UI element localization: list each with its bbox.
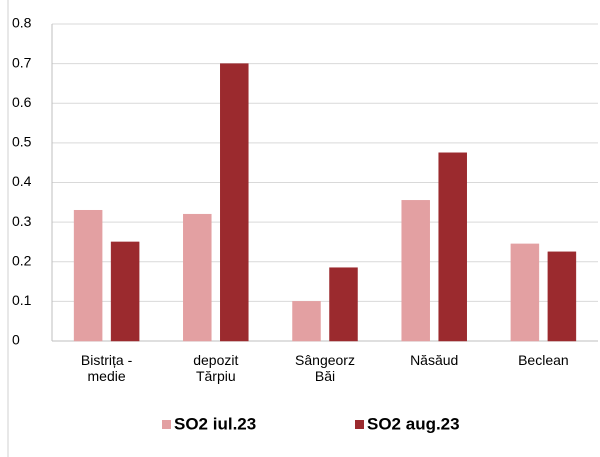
y-tick-label: 0.4 xyxy=(12,173,32,189)
bar-shade xyxy=(329,267,358,341)
y-tick-label: 0.1 xyxy=(12,292,32,308)
bar-shade xyxy=(220,63,249,341)
x-tick-line: Băi xyxy=(315,368,335,384)
y-tick-label: 0.5 xyxy=(12,134,32,150)
legend-label: SO2 iul.23 xyxy=(174,414,256,433)
bar-shade xyxy=(401,200,430,341)
x-tick-line: Năsăud xyxy=(410,352,458,368)
y-tick-label: 0.6 xyxy=(12,94,32,110)
x-tick-line: Tărpiu xyxy=(196,368,236,384)
y-tick-label: 0.3 xyxy=(12,213,32,229)
bar-shade xyxy=(547,251,576,341)
x-tick-line: Bistrița - xyxy=(81,352,133,368)
y-tick-label: 0.8 xyxy=(12,15,32,31)
x-tick-label: Beclean xyxy=(518,352,569,368)
bar-shade xyxy=(510,243,539,341)
y-tick-label: 0 xyxy=(12,332,20,348)
bar-shade xyxy=(292,301,321,341)
bar-shade xyxy=(183,214,212,341)
x-tick-line: Beclean xyxy=(518,352,569,368)
legend-swatch xyxy=(162,420,171,429)
x-tick-label: Năsăud xyxy=(410,352,458,368)
x-tick-line: depozit xyxy=(193,352,238,368)
y-tick-label: 0.2 xyxy=(12,252,32,268)
x-tick-label: Bistrița -medie xyxy=(81,352,133,384)
x-tick-line: medie xyxy=(88,368,126,384)
x-tick-label: depozit Tărpiu xyxy=(193,352,238,384)
legend-label: SO2 aug.23 xyxy=(367,414,460,433)
bar-shade xyxy=(74,210,103,341)
x-tick-line: Sângeorz xyxy=(295,352,355,368)
y-tick-label: 0.7 xyxy=(12,54,32,70)
bar-shade xyxy=(438,152,467,341)
bar-shade xyxy=(111,241,140,341)
legend-swatch xyxy=(355,420,364,429)
x-tick-label: Sângeorz Băi xyxy=(295,352,355,384)
